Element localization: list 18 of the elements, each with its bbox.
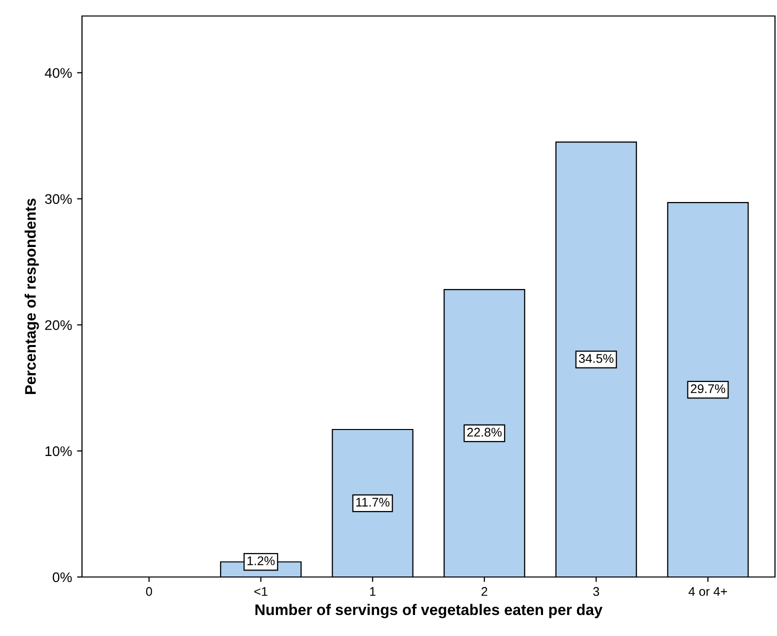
x-axis-title: Number of servings of vegetables eaten per day xyxy=(255,604,602,618)
x-tick-label: <1 xyxy=(254,587,268,596)
data-label: 11.7% xyxy=(356,498,390,507)
y-tick-label: 40% xyxy=(44,68,72,78)
x-tick-label: 2 xyxy=(482,587,488,596)
x-tick-label: 1 xyxy=(370,587,376,596)
data-label: 34.5% xyxy=(578,354,614,363)
x-tick-label: 0 xyxy=(146,587,152,596)
y-tick-label: 0% xyxy=(52,572,72,582)
data-label: 1.2% xyxy=(248,556,275,566)
data-label: 29.7% xyxy=(690,384,726,394)
x-tick-label: 4 or 4+ xyxy=(688,587,727,596)
y-tick-label: 20% xyxy=(45,320,72,330)
x-tick-label: 3 xyxy=(593,587,600,596)
data-label: 22.8% xyxy=(467,428,502,437)
y-axis-title: Percentage of respondents xyxy=(24,198,39,394)
y-tick-label: 10% xyxy=(46,446,72,456)
y-tick-label: 30% xyxy=(45,194,72,204)
